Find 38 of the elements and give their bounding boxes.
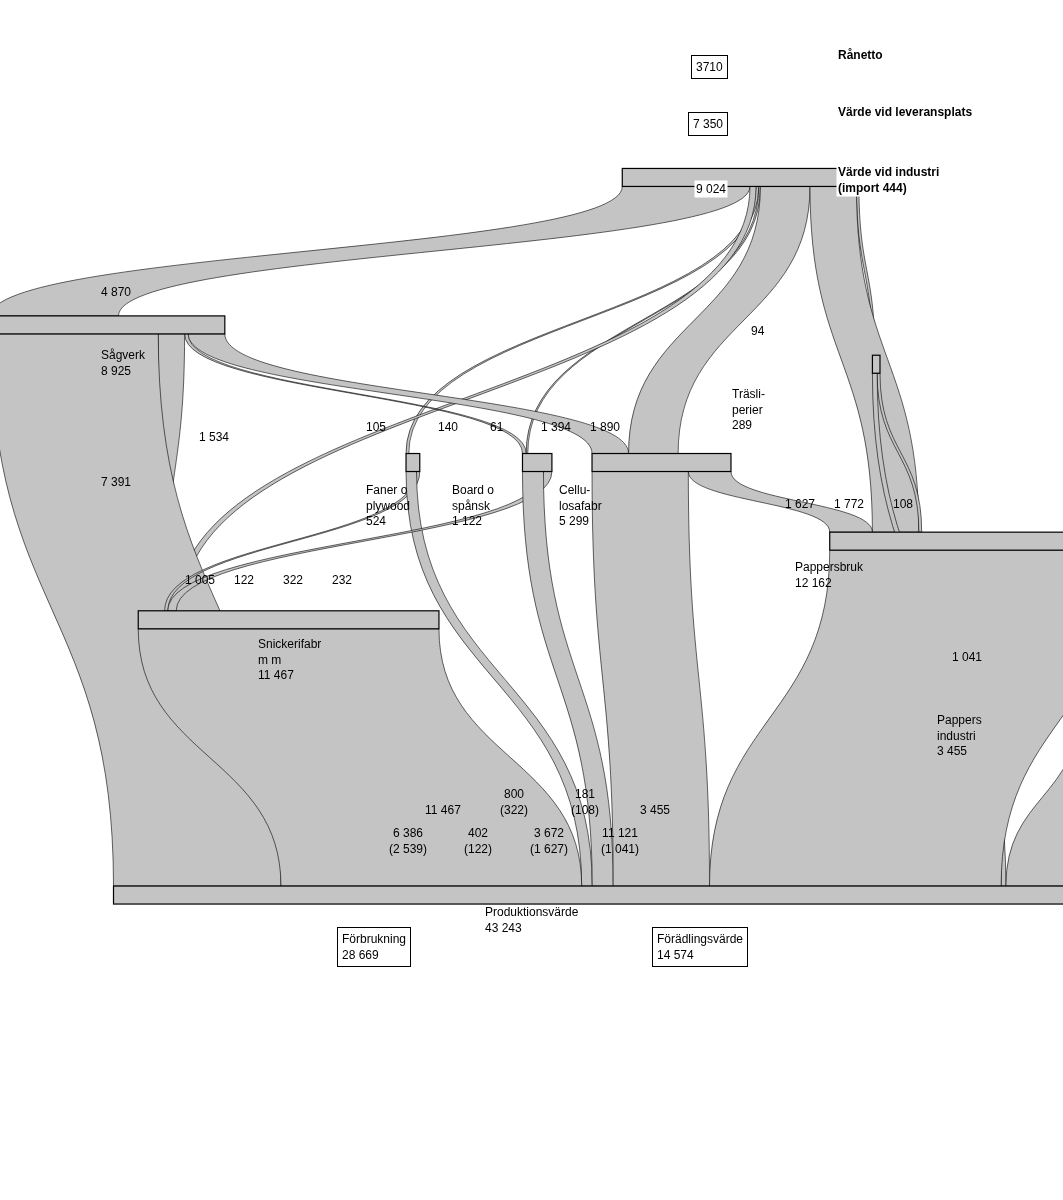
- category-label: Pappersbruk 12 162: [795, 560, 865, 590]
- data-label: 11 467: [425, 803, 462, 817]
- data-label: 181 (108): [571, 787, 600, 817]
- data-label: 402 (122): [464, 826, 493, 856]
- category-label: Faner o plywood 524: [366, 483, 411, 529]
- category-label: 3710 Rånetto: [696, 48, 883, 74]
- data-label: 1 627: [785, 497, 816, 511]
- category-label: Snickerifabr m m 11 467: [258, 637, 322, 683]
- text: 7 391: [101, 475, 132, 489]
- category-label: Pappers industri 3 455: [937, 713, 982, 759]
- data-label: 94: [751, 324, 765, 338]
- data-label: 1 394: [541, 420, 572, 434]
- category-label: 7 350 Värde vid leveransplats: [693, 105, 973, 131]
- data-label: 1 005: [185, 573, 216, 587]
- category-label: Förädlingsvärde 14 574: [657, 932, 744, 962]
- data-label: 105: [366, 420, 387, 434]
- data-label: 122: [234, 573, 255, 587]
- data-label: 6 386 (2 539): [389, 826, 428, 856]
- data-label: 1 772: [834, 497, 865, 511]
- data-label: 800 (322): [500, 787, 529, 817]
- category-label: Sågverk 8 925: [101, 348, 147, 378]
- data-label: 1 890: [590, 420, 621, 434]
- text: 1 534: [199, 430, 230, 444]
- category-label: Cellu- losafabr 5 299: [559, 483, 602, 529]
- data-label: 140: [438, 420, 459, 434]
- category-label: Produktionsvärde 43 243: [485, 905, 579, 935]
- data-label: 1 041: [952, 650, 983, 664]
- data-label: 322: [283, 573, 304, 587]
- category-label: Förbrukning 28 669: [342, 932, 407, 962]
- data-label: 4 870: [101, 285, 132, 299]
- data-label: 11 121 (1 041): [601, 826, 640, 856]
- data-label: 108: [893, 497, 914, 511]
- category-label: 9 024 Värde vid industri (import 444): [696, 165, 940, 196]
- data-label: 3 672 (1 627): [530, 826, 569, 856]
- category-label: Board o spånsk 1 122: [452, 483, 495, 529]
- data-label: 232: [332, 573, 353, 587]
- data-label: 3 455: [640, 803, 671, 817]
- category-label: Träsli- perier 289: [732, 387, 765, 433]
